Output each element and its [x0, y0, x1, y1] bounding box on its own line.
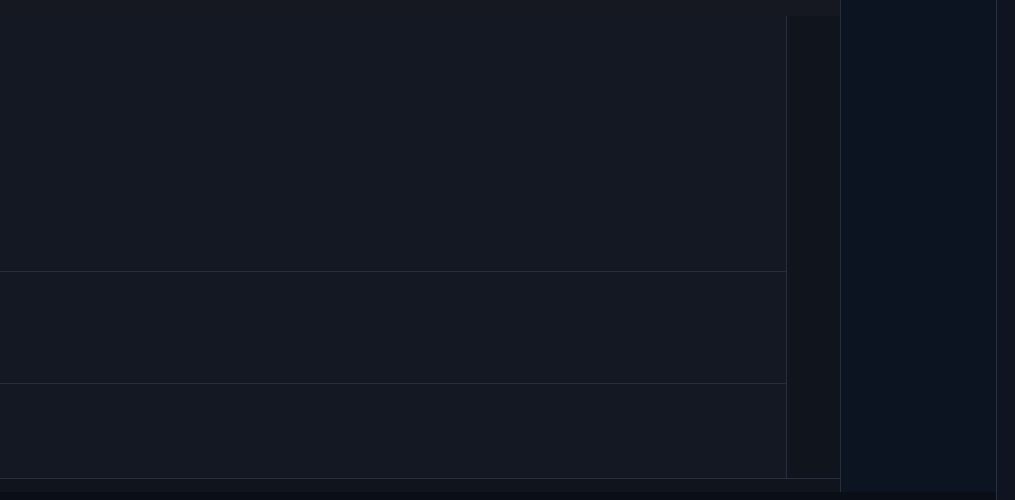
- stock-title: [841, 0, 997, 16]
- quote-panel: [840, 0, 997, 492]
- top-menu-bar: [0, 0, 840, 14]
- bottom-strip: [0, 492, 1015, 500]
- volume-pane[interactable]: [0, 272, 786, 384]
- pane-divider: [0, 383, 786, 384]
- time-axis: [0, 478, 840, 493]
- pane-divider: [0, 271, 786, 272]
- macd-pane[interactable]: [0, 384, 786, 478]
- price-axis-column: [786, 16, 841, 478]
- main-candle-chart[interactable]: [0, 28, 786, 272]
- right-toolbar: [996, 0, 1015, 500]
